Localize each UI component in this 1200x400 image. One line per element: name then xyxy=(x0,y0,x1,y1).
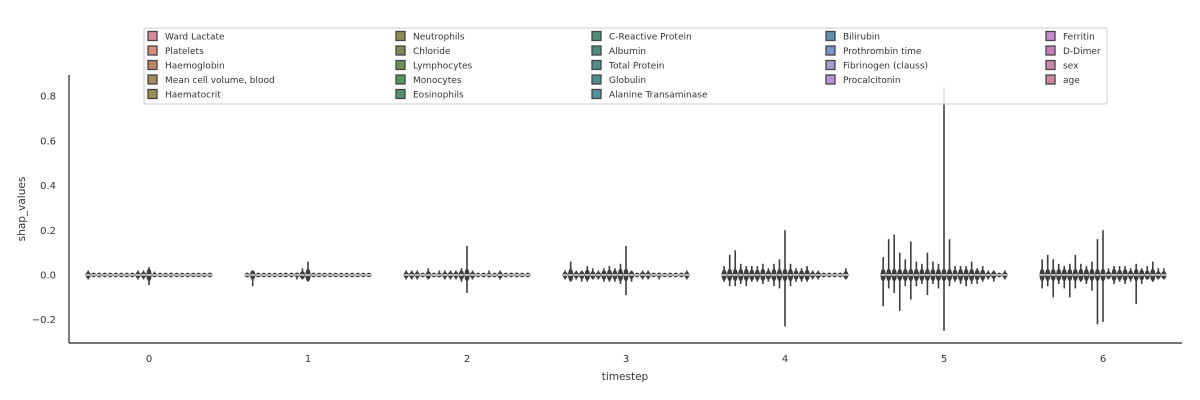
legend-swatch xyxy=(1045,59,1056,71)
legend-entry: Lymphocytes xyxy=(413,62,473,72)
legend-swatch xyxy=(825,30,836,42)
x-tick-label: 3 xyxy=(623,354,629,365)
legend-swatch xyxy=(591,45,602,56)
legend-swatch xyxy=(591,30,602,42)
legend-entry: Total Protein xyxy=(608,62,664,72)
legend-entry: Neutrophils xyxy=(413,33,465,43)
legend-swatch xyxy=(395,74,406,85)
legend-entry: Ward Lactate xyxy=(165,33,225,43)
x-axis-label: timestep xyxy=(602,371,649,383)
legend-entry: Bilirubin xyxy=(843,33,880,43)
legend-entry: Procalcitonin xyxy=(843,76,901,86)
legend-swatch xyxy=(395,45,406,56)
legend-swatch xyxy=(147,59,158,71)
legend-swatch xyxy=(395,30,406,42)
legend-entry: Haematocrit xyxy=(165,91,221,101)
legend-entry: D-Dimer xyxy=(1063,47,1101,57)
x-tick-label: 6 xyxy=(1100,354,1106,365)
legend-entry: Fibrinogen (clauss) xyxy=(843,62,928,72)
legend-entry: Albumin xyxy=(609,47,646,57)
x-tick-labels: 0 1 2 3 4 5 6 xyxy=(146,354,1106,365)
legend-entry: Prothrombin time xyxy=(843,47,922,57)
legend-entry: sex xyxy=(1063,62,1079,72)
y-tick-label: 0.2 xyxy=(40,226,56,237)
legend-entry: age xyxy=(1063,76,1080,86)
legend-swatch xyxy=(825,45,836,56)
legend-swatch xyxy=(147,30,158,42)
legend-swatch xyxy=(1045,30,1056,42)
y-tick-labels: −0.2 0.0 0.2 0.4 0.6 0.8 xyxy=(32,92,56,327)
legend-entry: Ferritin xyxy=(1063,33,1095,43)
x-tick-label: 4 xyxy=(782,354,788,365)
violin-marks xyxy=(85,87,1167,331)
y-axis-label: shap_values xyxy=(16,177,28,242)
legend-swatch xyxy=(147,45,158,56)
legend-entry: Chloride xyxy=(413,47,451,57)
legend-entry: Eosinophils xyxy=(413,91,464,101)
y-tick-label: −0.2 xyxy=(32,315,56,326)
legend-swatch xyxy=(1045,45,1056,56)
legend-swatch xyxy=(591,74,602,85)
legend-swatch xyxy=(825,74,836,85)
legend-swatch xyxy=(147,88,158,100)
x-tick-label: 0 xyxy=(146,354,152,365)
legend-swatch xyxy=(825,59,836,71)
legend-swatch xyxy=(147,74,158,85)
legend-frame xyxy=(143,27,1108,105)
legend-swatch xyxy=(1045,74,1056,85)
x-tick-label: 5 xyxy=(941,354,947,365)
y-tick-label: 0.0 xyxy=(40,270,56,281)
legend-entry: Monocytes xyxy=(413,76,462,86)
legend-entry: C-Reactive Protein xyxy=(609,33,692,43)
legend: Ward Lactate Platelets Haemoglobin Mean cel… xyxy=(143,27,1108,105)
legend-entry: Alanine Transaminase xyxy=(609,91,708,101)
legend-swatch xyxy=(591,88,602,100)
legend-entry: Platelets xyxy=(165,47,204,57)
legend-entry: Haemoglobin xyxy=(165,62,225,72)
y-tick-label: 0.6 xyxy=(40,136,56,147)
y-tick-label: 0.8 xyxy=(40,92,56,103)
legend-entry: Mean cell volume, blood xyxy=(165,76,275,86)
x-tick-label: 2 xyxy=(464,354,470,365)
legend-swatch xyxy=(395,88,406,100)
x-tick-label: 1 xyxy=(305,354,311,365)
y-tick-label: 0.4 xyxy=(40,181,56,192)
legend-swatch xyxy=(395,59,406,71)
legend-swatch xyxy=(591,59,602,71)
legend-entry: Globulin xyxy=(609,76,646,86)
